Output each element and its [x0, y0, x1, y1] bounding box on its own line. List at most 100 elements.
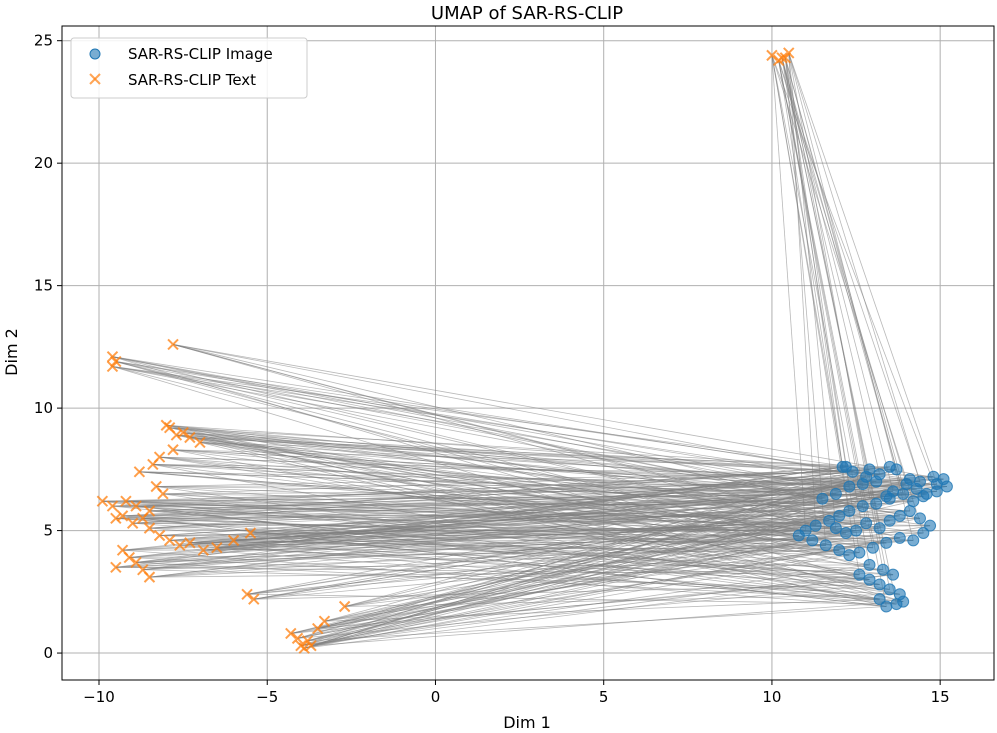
connector-line [253, 584, 880, 600]
connector-line [304, 574, 894, 649]
connector-line [317, 495, 924, 629]
image-point [863, 558, 876, 571]
image-point [900, 478, 913, 491]
connector-line [344, 495, 924, 607]
connector-line [778, 60, 850, 512]
connector-line [142, 569, 890, 590]
connector-line [788, 52, 938, 485]
connector-line [149, 539, 914, 578]
text-point [137, 512, 149, 525]
connector-line [781, 57, 894, 492]
text-point [160, 419, 173, 431]
image-point [903, 504, 916, 517]
text-point [766, 49, 778, 62]
image-point [880, 536, 893, 549]
text-point [110, 512, 122, 525]
image-point [819, 539, 832, 552]
image-point [880, 490, 893, 503]
image-point [940, 480, 953, 493]
text-point [305, 640, 317, 652]
connector-line [781, 57, 904, 494]
legend-text-label: SAR-RS-CLIP Text [128, 71, 256, 89]
connector-line [152, 464, 880, 475]
text-point [167, 444, 179, 456]
connector-line [344, 471, 853, 607]
connector-line [142, 466, 843, 571]
image-point [913, 512, 926, 525]
image-point [880, 600, 893, 613]
image-point [887, 568, 900, 581]
connector-line [307, 549, 840, 642]
text-point [194, 436, 206, 449]
connector-line [307, 466, 890, 642]
image-point [866, 541, 879, 554]
text-point [227, 534, 240, 547]
connector-line [189, 437, 846, 468]
connector-line [233, 503, 877, 541]
text-point [783, 47, 795, 59]
text-point [106, 360, 119, 373]
image-point [839, 460, 852, 473]
text-point [248, 593, 260, 605]
image-point [893, 531, 906, 544]
image-point [860, 517, 873, 530]
text-point [174, 539, 186, 551]
text-point [244, 527, 257, 539]
text-point [133, 466, 146, 478]
text-point [197, 544, 210, 556]
image-point [853, 546, 866, 559]
text-point [96, 495, 109, 507]
image-point [833, 509, 846, 522]
x-tick-label: 10 [762, 688, 781, 706]
text-point [130, 500, 142, 512]
connector-line [324, 488, 917, 622]
y-tick-label: 15 [34, 277, 53, 295]
connector-line [290, 552, 860, 634]
connector-line [203, 500, 914, 551]
connector-line [216, 476, 867, 549]
image-point [917, 527, 930, 540]
image-point [883, 514, 896, 527]
text-point [110, 355, 122, 368]
text-point-layer [96, 47, 795, 654]
text-point [211, 542, 223, 554]
x-tick-label: 15 [931, 688, 950, 706]
connector-layer [102, 52, 947, 649]
image-point [833, 544, 846, 557]
connector-line [250, 495, 924, 534]
connector-line [300, 564, 870, 647]
text-point [143, 522, 156, 534]
text-point [153, 529, 166, 542]
image-point [873, 578, 886, 591]
text-point [779, 52, 792, 64]
image-point [863, 573, 876, 586]
text-point [301, 635, 314, 647]
connector-line [142, 510, 910, 571]
connector-line [778, 60, 867, 524]
x-tick-label: −5 [256, 688, 278, 706]
text-point [106, 500, 119, 512]
text-point [150, 480, 162, 493]
connector-line [172, 344, 944, 480]
legend-text-marker [89, 73, 101, 85]
image-point [873, 522, 886, 535]
connector-line [788, 52, 837, 529]
x-tick-label: −10 [83, 688, 115, 706]
connector-line [189, 437, 934, 478]
connector-line [122, 483, 907, 517]
image-point [843, 549, 856, 562]
y-tick-label: 25 [34, 32, 53, 50]
connector-line [199, 442, 890, 468]
y-tick-label: 20 [34, 154, 53, 172]
image-point [829, 522, 842, 535]
text-point [167, 338, 179, 351]
connector-line [129, 466, 890, 558]
image-point [816, 492, 829, 505]
x-axis-label: Dim 1 [503, 713, 551, 732]
connector-line [199, 442, 887, 607]
legend-frame [70, 37, 308, 99]
text-point [110, 561, 122, 574]
connector-line [115, 466, 847, 568]
connector-line [788, 52, 921, 482]
